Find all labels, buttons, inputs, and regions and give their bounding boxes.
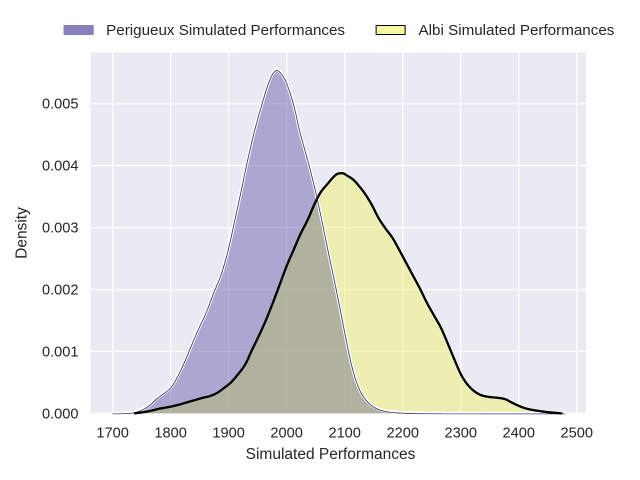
- legend: Perigueux Simulated Performances Albi Si…: [63, 21, 614, 39]
- y-axis-label: Density: [14, 207, 31, 259]
- x-tick-label: 2400: [503, 425, 535, 441]
- perigueux-swatch-icon: [63, 25, 94, 35]
- kde-curves: [112, 68, 567, 415]
- albi-kde-fill: [134, 173, 563, 414]
- perigueux-kde-line-core: [112, 69, 566, 415]
- y-tick-label: 0.005: [42, 97, 79, 113]
- y-tick-label: 0.002: [42, 282, 79, 298]
- x-tick-label: 2200: [386, 425, 418, 441]
- legend-item-albi: Albi Simulated Performances: [376, 22, 614, 39]
- y-tick-label: 0.000: [42, 406, 79, 422]
- y-tick-label: 0.003: [42, 220, 79, 236]
- x-tick-label: 1800: [154, 425, 186, 441]
- x-tick-label: 2500: [561, 425, 593, 441]
- x-tick-label: 1900: [212, 425, 244, 441]
- y-tick-label: 0.004: [42, 159, 79, 175]
- y-tick-label: 0.001: [42, 344, 79, 360]
- x-axis-label: Simulated Performances: [246, 446, 416, 463]
- x-tick-label: 2000: [270, 425, 302, 441]
- x-tick-label: 2100: [328, 425, 360, 441]
- albi-kde-line: [133, 171, 564, 415]
- legend-label-albi: Albi Simulated Performances: [418, 21, 615, 39]
- legend-label-perigueux: Perigueux Simulated Performances: [106, 21, 346, 39]
- perigueux-kde-fill: [112, 69, 566, 414]
- kde-overlap-region: [134, 200, 563, 414]
- x-tick-label: 1700: [96, 425, 128, 441]
- legend-item-perigueux: Perigueux Simulated Performances: [63, 21, 346, 39]
- albi-swatch-icon: [376, 25, 407, 35]
- x-tick-label: 2300: [444, 425, 476, 441]
